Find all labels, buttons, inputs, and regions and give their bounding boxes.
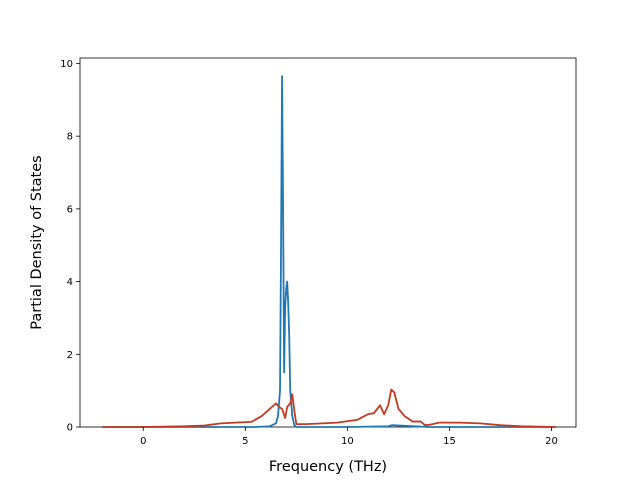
y-tick-label: 0: [67, 423, 73, 434]
x-tick-label: 15: [443, 436, 456, 447]
x-tick-label: 10: [341, 436, 354, 447]
x-axis-ticks: 0 5 10 15 20: [140, 427, 558, 447]
series-line-2: [102, 388, 556, 428]
y-tick-label: 8: [67, 132, 73, 143]
x-axis-label: Frequency (THz): [269, 459, 387, 475]
x-tick-label: 0: [140, 436, 146, 447]
y-axis-ticks: 0 2 4 6 8 10: [60, 59, 80, 434]
y-tick-label: 2: [67, 350, 73, 361]
x-tick-label: 5: [242, 436, 248, 447]
y-tick-label: 10: [60, 59, 73, 70]
y-tick-label: 6: [67, 204, 73, 215]
y-axis-label: Partial Density of States: [29, 155, 45, 329]
series-line-1: [102, 75, 556, 428]
series-layer: [102, 75, 556, 428]
y-tick-label: 4: [67, 277, 73, 288]
x-tick-label: 20: [545, 436, 558, 447]
plot-frame: [79, 57, 577, 428]
